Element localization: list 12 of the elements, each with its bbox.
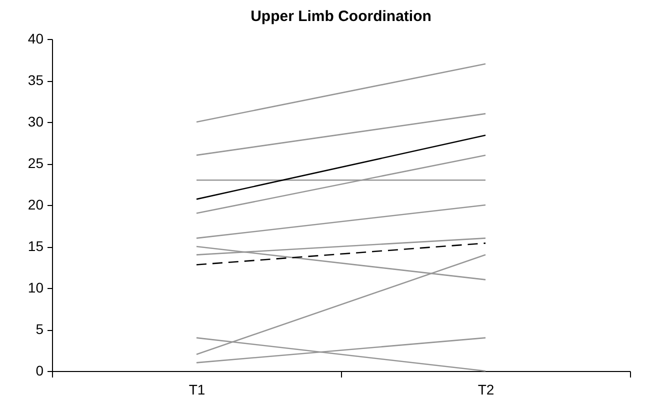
chart-title: Upper Limb Coordination xyxy=(250,8,432,25)
y-tick-label: 15 xyxy=(28,238,44,254)
y-tick-label: 5 xyxy=(36,321,44,337)
y-tick-label: 30 xyxy=(28,114,44,130)
y-tick-label: 40 xyxy=(28,30,44,46)
x-tick-label: T2 xyxy=(478,382,494,398)
y-tick-label: 0 xyxy=(36,362,44,378)
y-tick-label: 10 xyxy=(28,280,44,296)
y-tick-label: 35 xyxy=(28,72,44,88)
y-tick-label: 20 xyxy=(28,196,44,212)
y-tick-label: 25 xyxy=(28,155,44,171)
x-tick-label: T1 xyxy=(188,382,206,398)
